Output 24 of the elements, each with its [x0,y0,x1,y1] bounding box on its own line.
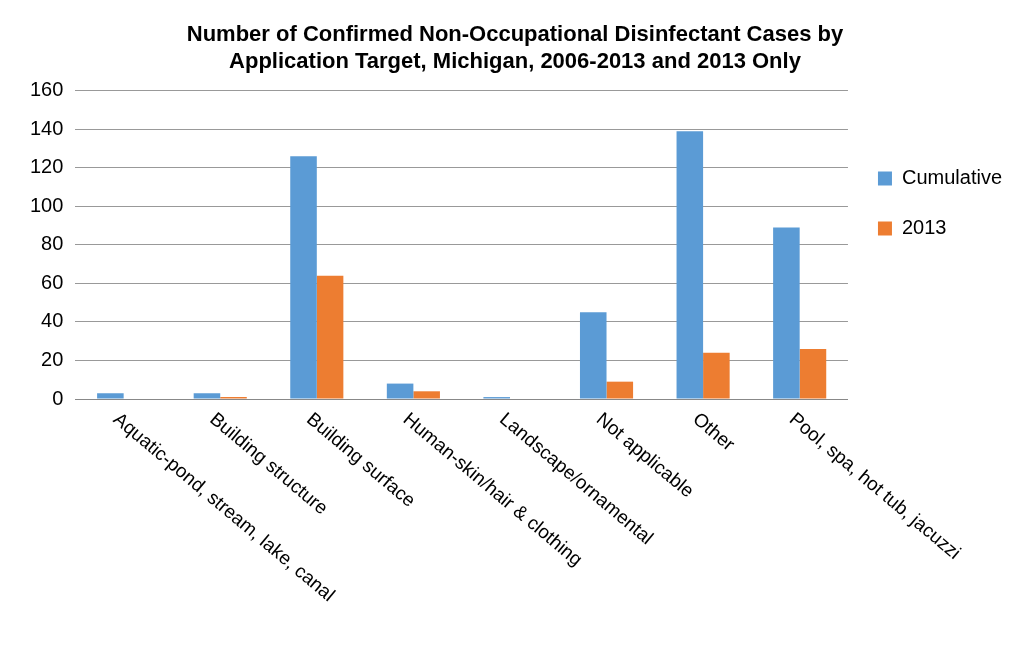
bar [579,312,607,399]
y-tick-label: 40 [41,309,64,332]
y-tick-label: 80 [41,232,64,255]
bar [386,383,414,399]
bar [290,156,317,399]
y-tick-label: 160 [29,78,64,101]
bar [606,381,634,399]
y-tick-label: 60 [41,270,64,293]
bar [773,227,800,399]
y-tick-label: 20 [41,347,64,370]
bar [193,393,221,399]
bar [316,275,344,399]
legend-label: 2013 [901,216,947,239]
chart-title: Number of Confirmed Non-Occupational Disinfectant Cases by Application Target, Michigan, 2006-2013 and 2013 Only [186,21,844,73]
bar [413,391,440,399]
y-tick-label: 120 [29,155,64,178]
bar [703,352,730,399]
y-tick-label: 140 [29,116,64,139]
bar [97,393,124,399]
legend-label: Cumulative [901,166,1003,189]
bar [676,131,704,399]
y-tick-label: 0 [52,386,64,409]
bar [799,348,827,399]
y-tick-label: 100 [29,193,64,216]
